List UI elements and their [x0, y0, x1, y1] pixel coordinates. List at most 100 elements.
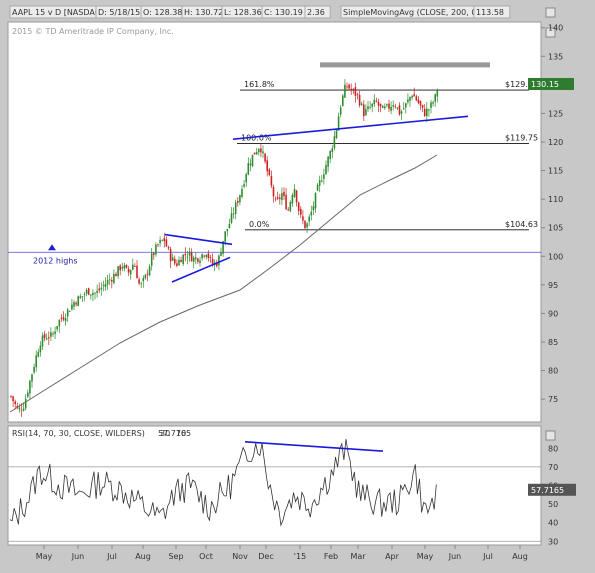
rsi-tick-label: 70 [548, 463, 558, 472]
candle-body [222, 241, 224, 254]
wedge-upper-trendline [164, 233, 233, 246]
candle-body [113, 273, 115, 284]
close-icon[interactable] [545, 7, 556, 18]
candle-body [132, 264, 134, 270]
candle-body [302, 216, 304, 221]
candle-body [234, 202, 237, 214]
x-tick-label: Aug [135, 552, 151, 561]
candle-body [14, 401, 16, 405]
candle-body [253, 152, 256, 155]
candle-body [100, 287, 103, 290]
candle-body [321, 180, 323, 182]
candle-body [270, 175, 273, 186]
candle-body [419, 100, 422, 106]
candle-body [148, 266, 151, 276]
candle-body [262, 151, 264, 154]
x-tick-label: Aug [512, 552, 528, 561]
candle-body [415, 96, 418, 101]
candle-body [33, 366, 35, 373]
price-tick-label: 95 [548, 281, 558, 290]
candle-body [365, 109, 367, 116]
candle-body [54, 331, 56, 334]
candle-body [297, 202, 300, 212]
candle-body [272, 186, 275, 197]
candle-body [140, 283, 142, 285]
candle-body [226, 228, 229, 232]
candle-body [237, 201, 239, 203]
candle-body [77, 296, 79, 307]
rsi-tick-label: 80 [548, 444, 558, 453]
candle-body [155, 244, 157, 255]
candle-body [144, 274, 147, 279]
candle-body [106, 280, 109, 285]
candle-body [58, 319, 61, 327]
candle-body [115, 273, 117, 277]
sma-line [9, 154, 438, 413]
candle-body [396, 107, 399, 109]
candle-body [176, 263, 178, 266]
header-item-4: L: 128.36 [224, 8, 262, 17]
x-tick-label: Sep [168, 552, 183, 561]
candle-body [29, 380, 31, 394]
candle-body [79, 296, 82, 299]
candle-body [159, 239, 161, 244]
candle-body [243, 184, 245, 187]
candle-body [174, 258, 176, 264]
candle-body [354, 87, 357, 96]
header-item-8: 113.58 [476, 8, 504, 17]
candle-body [421, 104, 424, 108]
price-tick-label: 110 [548, 195, 563, 204]
candle-body [43, 333, 46, 339]
candle-body [69, 311, 71, 312]
candle-body [306, 223, 308, 228]
candle-body [337, 116, 340, 131]
candle-body [85, 289, 88, 294]
header-item-1: D: 5/18/15 [98, 8, 140, 17]
rsi-tick-label: 40 [548, 519, 558, 528]
candle-body [417, 99, 420, 103]
candle-body [39, 345, 42, 353]
candle-body [111, 280, 113, 282]
candle-body [400, 111, 403, 114]
candle-body [316, 184, 319, 191]
candle-body [81, 296, 84, 297]
candle-body [35, 355, 37, 368]
candle-body [293, 188, 296, 197]
rsi-title: RSI(14, 70, 30, CLOSE, WILDERS) [12, 429, 145, 438]
candle-body [60, 318, 63, 319]
candle-body [323, 174, 325, 179]
candle-body [350, 88, 352, 90]
candle-body [169, 249, 172, 262]
candle-body [386, 104, 388, 106]
candle-body [388, 103, 390, 109]
expand-icon[interactable] [545, 27, 556, 38]
candle-body [304, 220, 306, 229]
candle-body [295, 190, 298, 203]
x-tick-label: '15 [294, 552, 306, 561]
candle-body [52, 333, 54, 335]
candle-body [121, 267, 124, 269]
x-tick-label: Jul [482, 552, 493, 561]
candle-body [62, 317, 65, 320]
candle-body [12, 396, 14, 402]
candle-body [98, 288, 100, 291]
candle-body [117, 266, 119, 277]
candle-body [423, 108, 426, 117]
rsi-tick-label: 30 [548, 537, 558, 546]
candle-body [402, 108, 405, 110]
candle-body [104, 283, 107, 288]
candle-body [342, 95, 344, 106]
candle-body [83, 294, 86, 296]
candle-body [92, 292, 94, 296]
up-arrow-icon [48, 244, 56, 251]
candle-body [255, 152, 258, 155]
candle-body [205, 254, 208, 257]
candle-body [45, 338, 48, 340]
candle-body [394, 106, 397, 108]
rsi-tick-label: 50 [548, 500, 558, 509]
candle-body [37, 351, 40, 357]
candle-body [308, 216, 310, 222]
candle-body [352, 88, 355, 90]
candle-body [31, 374, 33, 382]
rsi-panel-icon[interactable] [545, 430, 556, 441]
